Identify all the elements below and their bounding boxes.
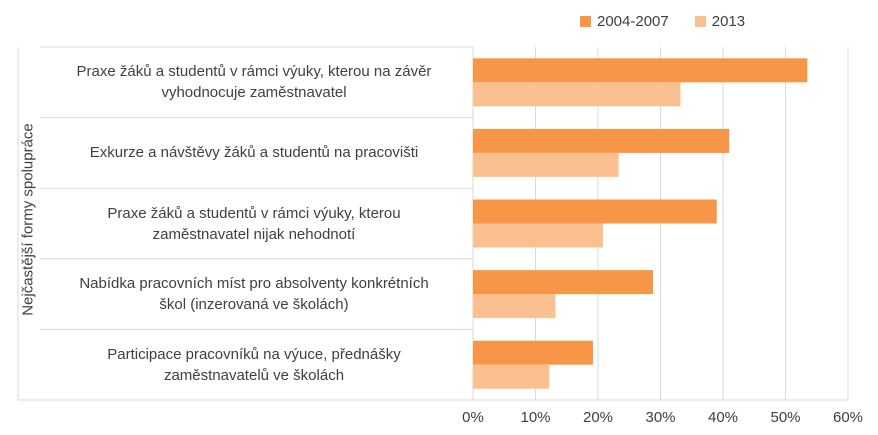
x-tick-label-5: 50% <box>770 409 801 426</box>
bar-series-2-cat-5 <box>473 364 550 389</box>
x-tick-label-3: 30% <box>645 409 676 426</box>
category-label-line: vyhodnocuje zaměstnavatel <box>161 84 347 102</box>
category-label-5: Participace pracovníků na výuce, přednáš… <box>40 344 468 386</box>
legend-swatch-series-2 <box>694 16 706 27</box>
bar-series-1-cat-2 <box>473 128 730 153</box>
legend-label-series-1: 2004-2007 <box>597 13 669 30</box>
legend-item-series-1: 2004-2007 <box>580 13 669 30</box>
bar-series-2-cat-1 <box>473 82 681 107</box>
legend-item-series-2: 2013 <box>694 13 746 30</box>
category-label-line: Praxe žáků a studentů v rámci výuky, kte… <box>76 63 432 81</box>
bar-series-1-cat-5 <box>473 340 593 365</box>
x-tick-label-6: 60% <box>832 409 864 426</box>
category-label-line: zaměstnavatelů ve školách <box>163 366 345 384</box>
bar-series-1-cat-3 <box>473 199 717 224</box>
axis-frame <box>17 46 848 401</box>
legend-label-series-2: 2013 <box>711 13 746 30</box>
y-axis-title: Nejčastější formy spolupráce <box>19 123 37 316</box>
x-tick-label-0: 0% <box>462 409 484 426</box>
bars <box>473 58 808 389</box>
legend: 2004-2007 2013 <box>580 13 771 30</box>
bar-series-2-cat-3 <box>473 223 603 248</box>
category-label-line: Participace pracovníků na výuce, přednáš… <box>107 345 401 363</box>
bar-series-1-cat-1 <box>473 58 808 83</box>
bar-series-1-cat-4 <box>473 270 653 295</box>
category-label-1: Praxe žáků a studentů v rámci výuky, kte… <box>40 61 468 103</box>
category-label-2: Exkurze a návštěvy žáků a studentů na pr… <box>40 142 468 163</box>
category-label-4: Nabídka pracovních míst pro absolventy k… <box>40 273 468 315</box>
category-label-3: Praxe žáků a studentů v rámci výuky, kte… <box>40 203 468 245</box>
bar-series-2-cat-4 <box>473 294 556 319</box>
legend-swatch-series-1 <box>580 16 591 27</box>
category-label-line: Praxe žáků a studentů v rámci výuky, kte… <box>107 204 401 222</box>
x-tick-label-2: 20% <box>582 409 614 426</box>
bar-series-2-cat-2 <box>473 152 619 177</box>
category-label-line: zaměstnavatel nijak nehodnotí <box>152 225 356 243</box>
category-label-line: škol (inzerovaná ve školách) <box>159 296 349 314</box>
category-label-line: Exkurze a návštěvy žáků a studentů na pr… <box>89 144 419 162</box>
x-tick-label-4: 40% <box>707 409 739 426</box>
category-label-line: Nabídka pracovních míst pro absolventy k… <box>79 275 429 293</box>
x-tick-label-1: 10% <box>520 409 551 426</box>
